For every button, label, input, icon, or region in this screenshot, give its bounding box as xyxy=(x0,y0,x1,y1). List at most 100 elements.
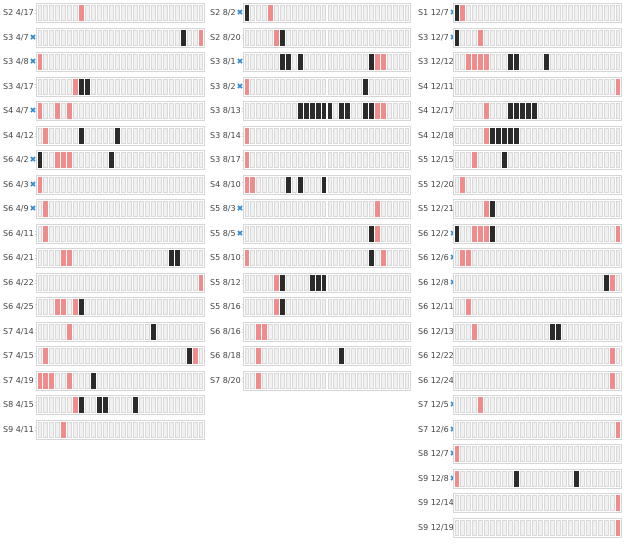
slot-cell-empty[interactable] xyxy=(597,495,603,511)
slot-cell-empty[interactable] xyxy=(327,225,333,242)
slot-cell-empty[interactable] xyxy=(591,372,597,389)
slot-cell-empty[interactable] xyxy=(363,176,368,193)
slot-cell-empty[interactable] xyxy=(543,495,549,511)
slot-cell-empty[interactable] xyxy=(579,54,585,70)
slot-cell-empty[interactable] xyxy=(109,348,115,364)
slot-cell-empty[interactable] xyxy=(132,54,138,70)
slot-cell-empty[interactable] xyxy=(351,152,357,168)
slot-cell-empty[interactable] xyxy=(186,299,192,315)
slot-cell-empty[interactable] xyxy=(144,103,150,119)
slot-cell-empty[interactable] xyxy=(132,5,138,21)
slot-cell-empty[interactable] xyxy=(490,78,496,95)
slot-cell-empty[interactable] xyxy=(603,397,609,413)
slot-cell-empty[interactable] xyxy=(291,54,297,70)
slot-cell-empty[interactable] xyxy=(603,201,609,217)
slot-cell-empty[interactable] xyxy=(615,54,621,70)
slot-cell-empty[interactable] xyxy=(615,274,621,291)
slot-cell-empty[interactable] xyxy=(538,446,543,462)
slot-cell-empty[interactable] xyxy=(472,372,478,389)
slot-cell-empty[interactable] xyxy=(162,127,168,144)
slot-cell-black[interactable] xyxy=(79,127,85,144)
slot-cell-empty[interactable] xyxy=(460,299,466,315)
slot-cell-empty[interactable] xyxy=(615,5,621,21)
slot-cell-empty[interactable] xyxy=(156,176,162,193)
slot-cell-empty[interactable] xyxy=(73,127,79,144)
slot-cell-empty[interactable] xyxy=(55,421,61,438)
slot-cell-empty[interactable] xyxy=(55,225,61,242)
slot-cell-empty[interactable] xyxy=(374,323,380,340)
slot-cell-empty[interactable] xyxy=(490,421,496,438)
slot-cell-empty[interactable] xyxy=(250,348,256,364)
slot-cell-empty[interactable] xyxy=(484,176,490,193)
slot-cell-empty[interactable] xyxy=(490,5,496,21)
slot-cell-empty[interactable] xyxy=(280,152,285,168)
slot-cell-empty[interactable] xyxy=(567,446,573,462)
slot-cell-empty[interactable] xyxy=(603,323,609,340)
slot-cell-empty[interactable] xyxy=(103,250,109,266)
slot-cell-empty[interactable] xyxy=(502,495,508,511)
slot-cell-empty[interactable] xyxy=(526,274,532,291)
slot-cell-empty[interactable] xyxy=(321,348,327,364)
slot-cell-empty[interactable] xyxy=(67,78,73,95)
remove-icon[interactable]: ✖ xyxy=(29,179,37,189)
slot-cell-empty[interactable] xyxy=(478,299,484,315)
slot-cell-black[interactable] xyxy=(180,29,186,46)
slot-cell-empty[interactable] xyxy=(144,29,150,46)
slot-cell-empty[interactable] xyxy=(198,201,204,217)
slot-cell-pink[interactable] xyxy=(49,372,55,389)
slot-cell-empty[interactable] xyxy=(280,323,285,340)
slot-cell-empty[interactable] xyxy=(484,5,490,21)
slot-cell-black[interactable] xyxy=(186,348,192,364)
slot-cell-empty[interactable] xyxy=(585,78,591,95)
slot-cell-empty[interactable] xyxy=(502,78,508,95)
slot-cell-empty[interactable] xyxy=(115,103,120,119)
slot-cell-empty[interactable] xyxy=(573,519,579,536)
slot-cell-empty[interactable] xyxy=(339,5,345,21)
slot-cell-empty[interactable] xyxy=(543,470,549,487)
slot-cell-empty[interactable] xyxy=(121,103,126,119)
slot-cell-empty[interactable] xyxy=(603,470,609,487)
slot-cell-empty[interactable] xyxy=(579,250,585,266)
slot-cell-empty[interactable] xyxy=(508,519,514,536)
slot-cell-empty[interactable] xyxy=(132,372,138,389)
slot-cell-empty[interactable] xyxy=(174,323,180,340)
slot-cell-empty[interactable] xyxy=(351,323,357,340)
slot-cell-pink[interactable] xyxy=(55,152,61,168)
slot-cell-empty[interactable] xyxy=(192,225,198,242)
slot-cell-empty[interactable] xyxy=(268,54,274,70)
slot-cell-pink[interactable] xyxy=(466,250,472,266)
slot-cell-empty[interactable] xyxy=(490,348,496,364)
slot-cell-pink[interactable] xyxy=(244,250,250,266)
slot-cell-empty[interactable] xyxy=(262,29,268,46)
slot-cell-empty[interactable] xyxy=(115,348,120,364)
slot-cell-empty[interactable] xyxy=(508,446,514,462)
slot-cell-empty[interactable] xyxy=(585,5,591,21)
slot-cell-empty[interactable] xyxy=(126,397,132,413)
slot-cell-empty[interactable] xyxy=(466,372,472,389)
slot-cell-empty[interactable] xyxy=(297,29,303,46)
slot-cell-empty[interactable] xyxy=(543,250,549,266)
slot-cell-empty[interactable] xyxy=(174,103,180,119)
slot-cell-empty[interactable] xyxy=(49,54,55,70)
slot-cell-empty[interactable] xyxy=(345,5,351,21)
slot-cell-pink[interactable] xyxy=(55,103,61,119)
slot-cell-empty[interactable] xyxy=(454,201,460,217)
slot-cell-empty[interactable] xyxy=(585,201,591,217)
slot-cell-pink[interactable] xyxy=(73,78,79,95)
slot-cell-empty[interactable] xyxy=(250,250,256,266)
slot-cell-pink[interactable] xyxy=(43,201,49,217)
slot-cell-empty[interactable] xyxy=(532,372,537,389)
slot-cell-empty[interactable] xyxy=(61,274,67,291)
slot-cell-empty[interactable] xyxy=(520,225,526,242)
slot-cell-empty[interactable] xyxy=(121,29,126,46)
slot-cell-empty[interactable] xyxy=(303,127,309,144)
slot-cell-empty[interactable] xyxy=(603,29,609,46)
slot-cell-empty[interactable] xyxy=(144,225,150,242)
slot-cell-empty[interactable] xyxy=(466,446,472,462)
slot-cell-black[interactable] xyxy=(508,54,514,70)
slot-cell-empty[interactable] xyxy=(91,274,97,291)
slot-cell-empty[interactable] xyxy=(262,5,268,21)
slot-cell-black[interactable] xyxy=(496,127,502,144)
slot-cell-empty[interactable] xyxy=(339,250,345,266)
slot-cell-empty[interactable] xyxy=(585,29,591,46)
